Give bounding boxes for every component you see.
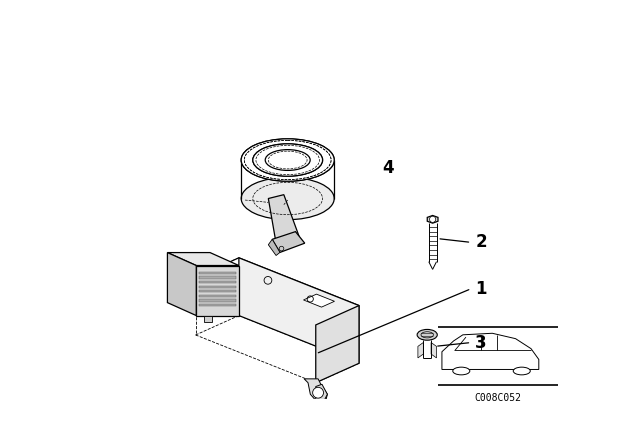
Polygon shape [199,276,236,279]
Polygon shape [196,266,239,315]
Text: C008C052: C008C052 [475,392,522,403]
Ellipse shape [241,139,334,181]
Ellipse shape [265,150,310,170]
Ellipse shape [241,139,334,181]
Polygon shape [199,271,236,274]
Polygon shape [168,253,239,266]
Polygon shape [199,285,236,288]
Polygon shape [431,343,436,358]
Polygon shape [199,299,236,302]
Polygon shape [316,306,359,383]
Polygon shape [196,258,359,325]
Polygon shape [304,379,328,401]
Polygon shape [239,258,359,363]
Circle shape [313,388,323,398]
Polygon shape [316,384,328,402]
Polygon shape [272,232,305,252]
Polygon shape [199,290,236,293]
Ellipse shape [241,177,334,220]
Ellipse shape [253,144,323,176]
Text: 4: 4 [382,159,394,177]
Ellipse shape [265,150,310,170]
Polygon shape [199,281,236,283]
Polygon shape [199,295,236,297]
Ellipse shape [253,144,323,176]
Text: 2: 2 [476,233,487,251]
Ellipse shape [417,329,437,340]
Circle shape [429,216,436,222]
Polygon shape [303,294,335,307]
Polygon shape [268,239,280,255]
Text: 1: 1 [476,280,487,297]
Polygon shape [204,315,212,322]
Ellipse shape [513,367,531,375]
Polygon shape [168,253,196,315]
Polygon shape [428,215,438,223]
Polygon shape [268,195,300,243]
Polygon shape [199,304,236,306]
Polygon shape [418,343,423,358]
Ellipse shape [452,367,470,375]
Text: 3: 3 [476,333,487,352]
